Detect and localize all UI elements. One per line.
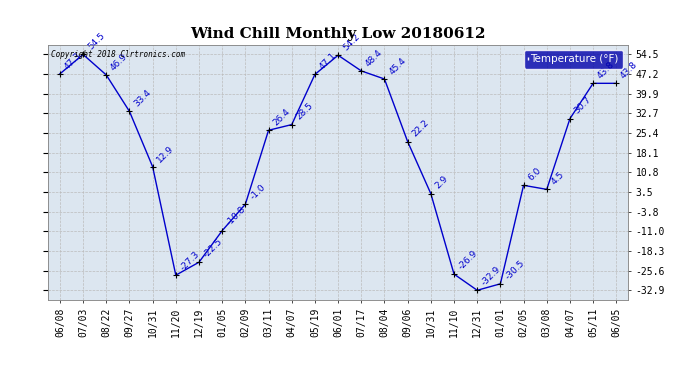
Text: 54.5: 54.5: [86, 31, 106, 52]
Text: -10.8: -10.8: [225, 205, 248, 228]
Text: 46.9: 46.9: [109, 52, 130, 72]
Text: 43.8: 43.8: [596, 60, 616, 81]
Text: -30.5: -30.5: [503, 258, 526, 281]
Text: 12.9: 12.9: [155, 143, 176, 164]
Text: -1.0: -1.0: [248, 183, 267, 201]
Text: 6.0: 6.0: [526, 166, 543, 183]
Text: 54.2: 54.2: [341, 32, 362, 53]
Text: 48.4: 48.4: [364, 48, 384, 68]
Text: -27.3: -27.3: [179, 250, 201, 272]
Text: 45.4: 45.4: [387, 56, 408, 76]
Text: 2.9: 2.9: [433, 174, 450, 191]
Text: 47.3: 47.3: [63, 51, 83, 71]
Text: 28.5: 28.5: [295, 101, 315, 122]
Text: 30.7: 30.7: [573, 95, 593, 116]
Text: 33.4: 33.4: [132, 88, 152, 109]
Text: 4.5: 4.5: [549, 170, 566, 187]
Text: 22.2: 22.2: [411, 118, 431, 139]
Text: Copyright 2018 Clrtronics.com: Copyright 2018 Clrtronics.com: [51, 50, 186, 59]
Text: 26.4: 26.4: [271, 107, 292, 128]
Text: -32.9: -32.9: [480, 265, 503, 288]
Text: 43.8: 43.8: [619, 60, 640, 81]
Text: -22.5: -22.5: [201, 237, 224, 260]
Legend: Temperature (°F): Temperature (°F): [524, 50, 622, 69]
Text: -26.9: -26.9: [457, 249, 480, 272]
Title: Wind Chill Monthly Low 20180612: Wind Chill Monthly Low 20180612: [190, 27, 486, 41]
Text: 47.1: 47.1: [317, 51, 338, 72]
